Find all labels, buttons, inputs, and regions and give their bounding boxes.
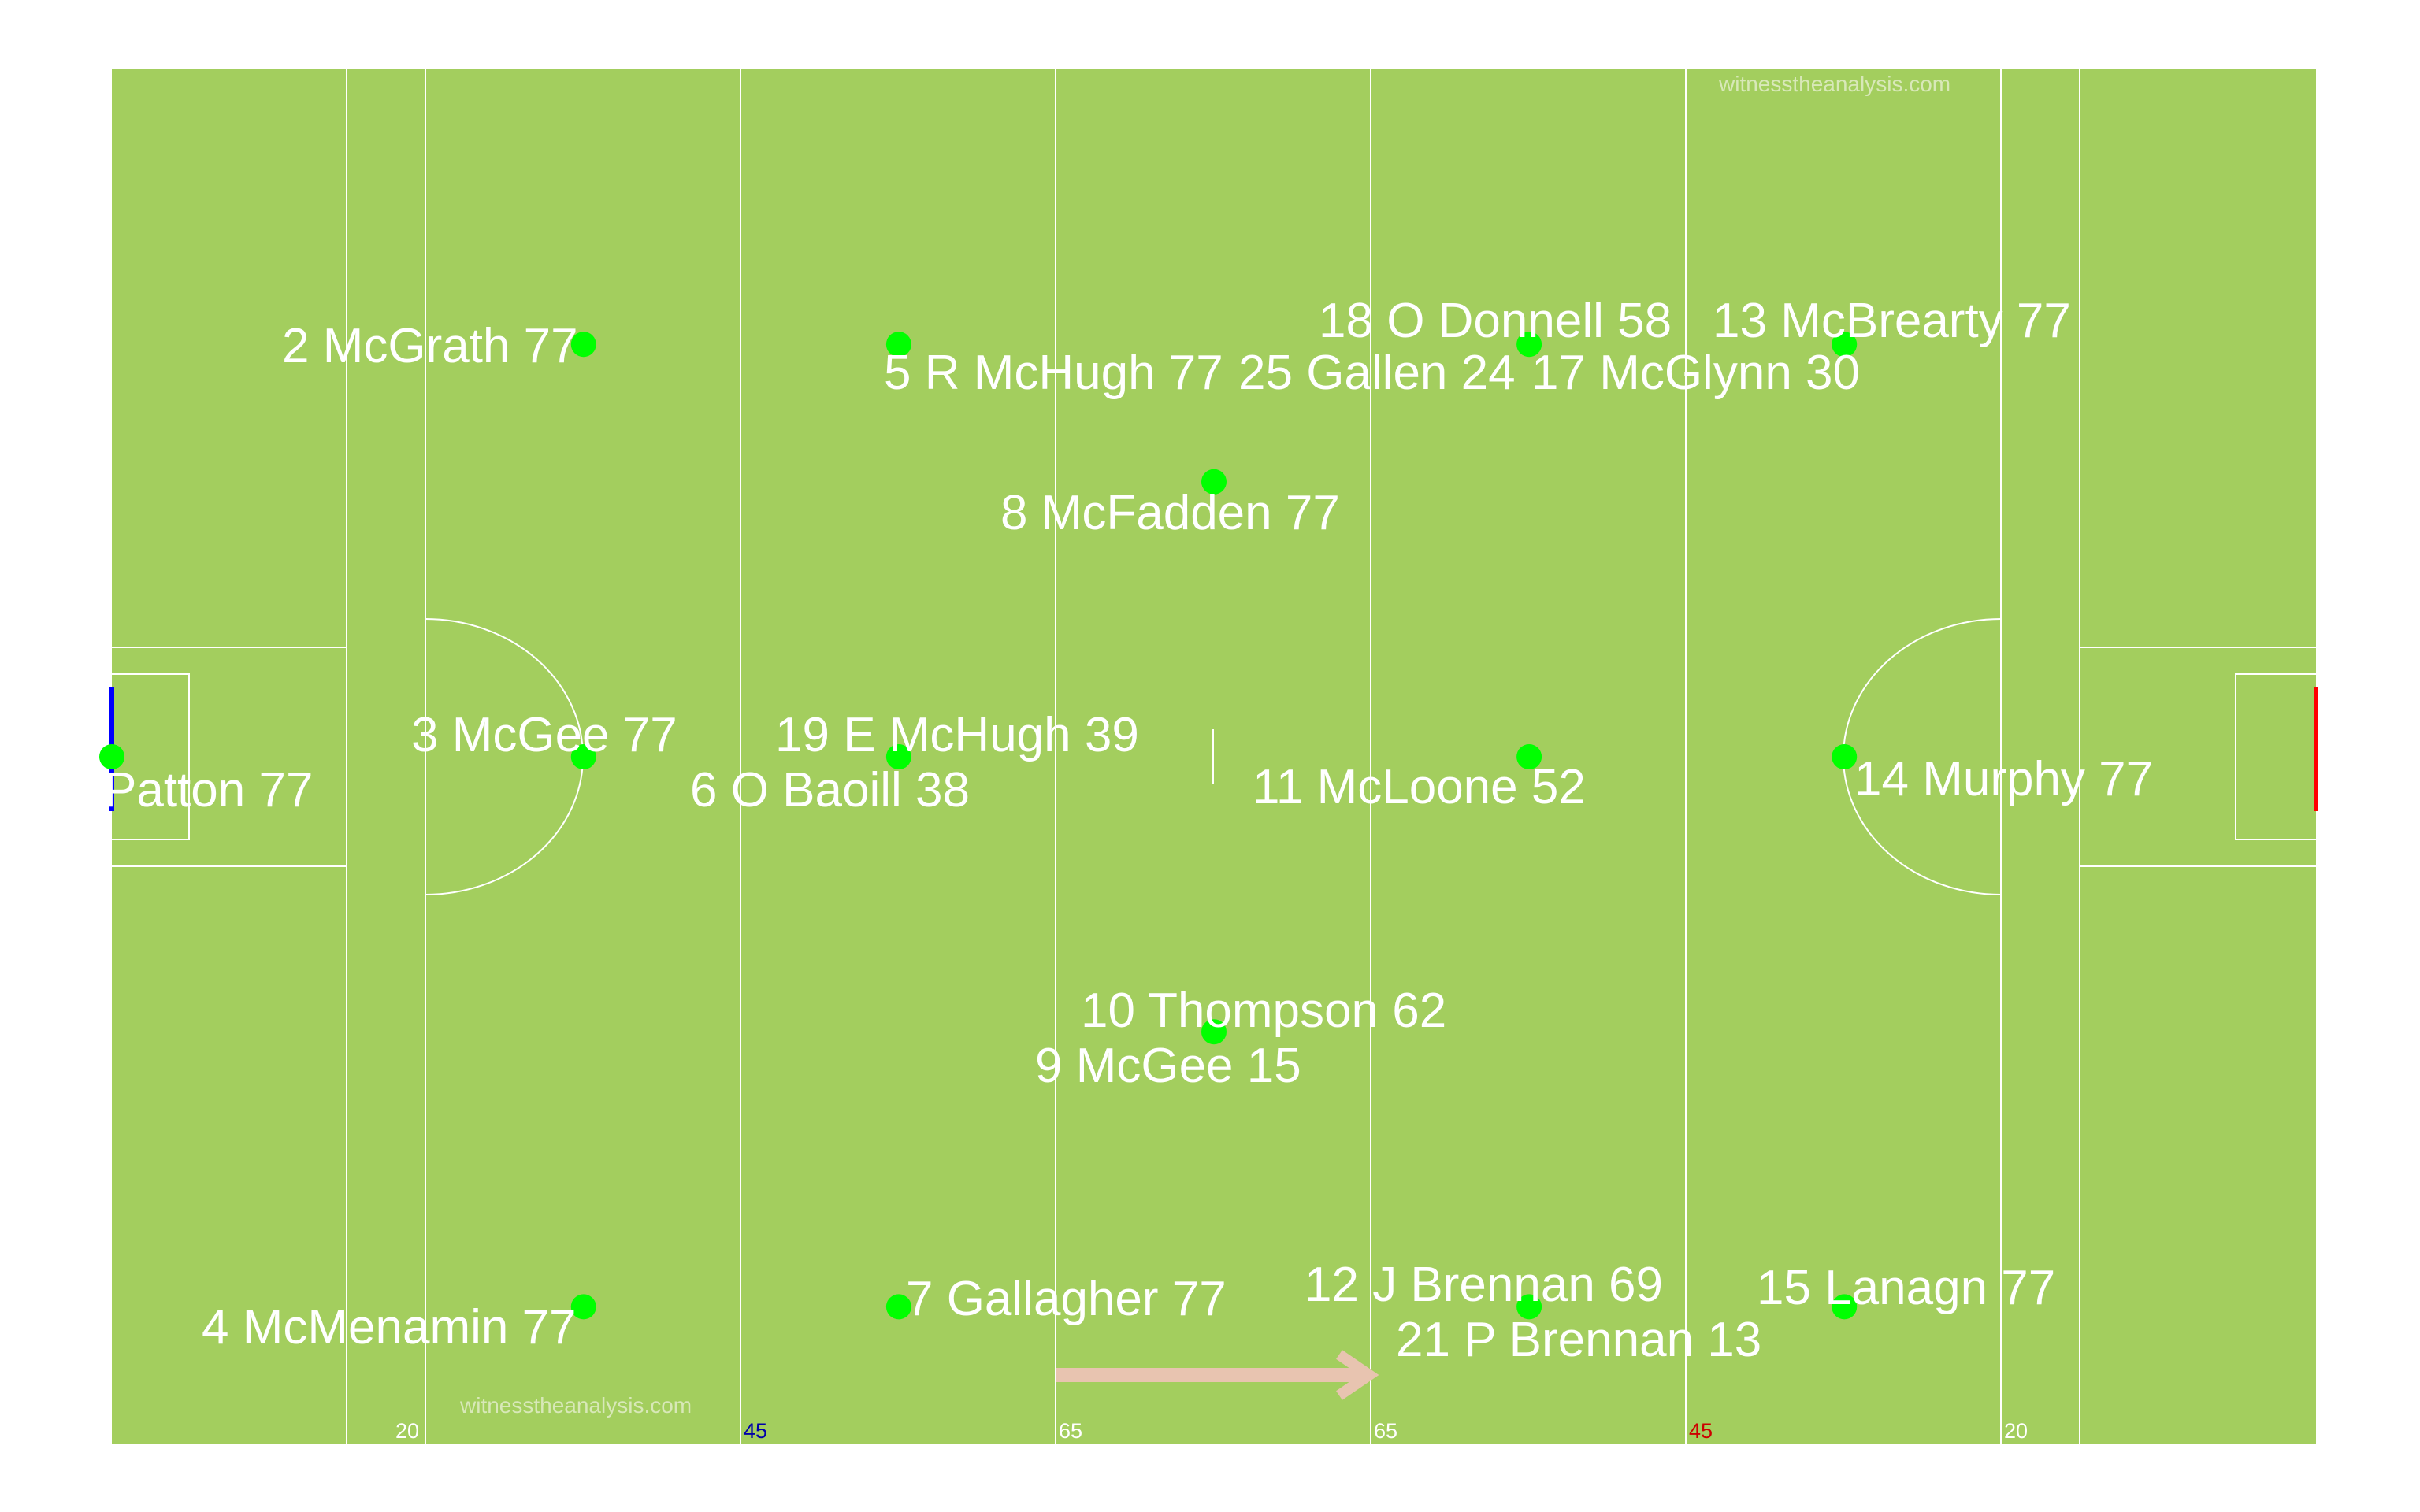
player-dot-o-donnell <box>1516 332 1542 358</box>
large-rectangle-right <box>2079 647 2316 867</box>
player-label: 9 McGee 15 <box>1035 1039 1301 1093</box>
yard-label-65-left: 65 <box>1059 1419 1082 1443</box>
player-label: 21 P Brennan 13 <box>1396 1313 1761 1367</box>
player-dot-murphy <box>1832 744 1858 769</box>
large-rectangle-left <box>112 647 347 867</box>
player-label: 10 Thompson 62 <box>1081 984 1446 1038</box>
player-dot-thompson <box>1201 1019 1227 1045</box>
player-label: 14 Murphy 77 <box>1854 752 2153 806</box>
yard-label-45-left: 45 <box>744 1419 767 1443</box>
player-dot-r-mchugh <box>885 332 911 358</box>
player-markers <box>99 332 1858 1320</box>
player-label: 3 McGee 77 <box>411 708 677 762</box>
player-label: 25 Gallen 24 <box>1238 346 1516 400</box>
player-label: 17 McGlynn 30 <box>1531 346 1860 400</box>
player-label: 12 J Brennan 69 <box>1305 1258 1663 1312</box>
player-label: 8 McFadden 77 <box>1000 486 1340 540</box>
player-label: 7 Gallagher 77 <box>906 1272 1227 1326</box>
player-label: 2 McGrath 77 <box>282 319 578 373</box>
player-dot-o-baoill <box>885 744 911 769</box>
player-dot-mcfadden <box>1201 469 1227 495</box>
player-dot-mcbrearty <box>1832 332 1858 358</box>
watermark-bottom: witnesstheanalysis.com <box>459 1393 692 1418</box>
player-label: 15 Lanagn 77 <box>1757 1261 2055 1315</box>
player-dot-mcgrath <box>570 332 596 358</box>
yard-label-65-right: 65 <box>1374 1419 1397 1443</box>
player-dot-gallagher <box>885 1294 911 1320</box>
yard-labels: 20 45 65 65 45 20 <box>395 1419 2028 1443</box>
yard-label-45-right: 45 <box>1689 1419 1713 1443</box>
small-rectangle-left <box>112 673 190 840</box>
player-label: 19 E McHugh 39 <box>775 708 1139 762</box>
player-dot-j-brennan <box>1516 1294 1542 1320</box>
player-dot-patton <box>99 744 124 769</box>
player-dot-mcloone <box>1516 744 1542 769</box>
watermark-top: witnesstheanalysis.com <box>1718 72 1950 96</box>
player-dot-lanagn <box>1832 1294 1858 1320</box>
player-labels: Patton 77 2 McGrath 77 3 McGee 77 4 McMe… <box>104 294 2153 1367</box>
player-dot-mcmenamin <box>570 1294 596 1320</box>
yard-label-20-left: 20 <box>395 1419 419 1443</box>
player-label: Patton 77 <box>104 763 313 817</box>
attack-direction-arrow <box>1056 1350 1379 1400</box>
player-dot-3-mcgee <box>570 744 596 769</box>
player-label: 13 McBrearty 77 <box>1713 294 2071 348</box>
player-label: 4 McMenamin 77 <box>202 1300 577 1354</box>
small-rectangle-right <box>2235 673 2316 840</box>
player-label: 5 R McHugh 77 <box>884 346 1223 400</box>
player-label: 6 O Baoill 38 <box>690 763 970 817</box>
player-label: 18 O Donnell 58 <box>1319 294 1672 348</box>
yard-label-20-right: 20 <box>2004 1419 2028 1443</box>
player-label: 11 McLoone 52 <box>1253 760 1586 814</box>
